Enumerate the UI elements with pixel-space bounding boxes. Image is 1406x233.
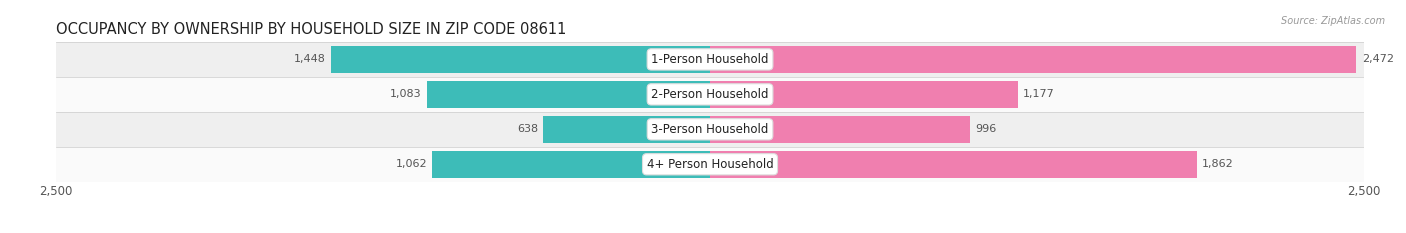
Bar — [432, 151, 710, 178]
Bar — [543, 116, 710, 143]
Text: 2,472: 2,472 — [1362, 55, 1393, 64]
Text: OCCUPANCY BY OWNERSHIP BY HOUSEHOLD SIZE IN ZIP CODE 08611: OCCUPANCY BY OWNERSHIP BY HOUSEHOLD SIZE… — [56, 22, 567, 37]
Bar — [56, 147, 1364, 182]
Bar — [56, 42, 1364, 77]
Text: 996: 996 — [976, 124, 997, 134]
Text: 1-Person Household: 1-Person Household — [651, 53, 769, 66]
Bar — [710, 46, 1357, 73]
Text: Source: ZipAtlas.com: Source: ZipAtlas.com — [1281, 16, 1385, 26]
Text: 638: 638 — [517, 124, 538, 134]
Bar — [56, 77, 1364, 112]
Text: 2-Person Household: 2-Person Household — [651, 88, 769, 101]
Text: 1,083: 1,083 — [389, 89, 422, 99]
Text: 4+ Person Household: 4+ Person Household — [647, 158, 773, 171]
Bar — [710, 151, 1197, 178]
Text: 1,177: 1,177 — [1024, 89, 1054, 99]
Text: 3-Person Household: 3-Person Household — [651, 123, 769, 136]
Bar — [427, 81, 710, 108]
Text: 1,062: 1,062 — [395, 159, 427, 169]
Text: 1,862: 1,862 — [1202, 159, 1234, 169]
Text: 1,448: 1,448 — [294, 55, 326, 64]
Bar — [332, 46, 710, 73]
Bar — [710, 116, 970, 143]
Bar — [56, 112, 1364, 147]
Bar — [710, 81, 1018, 108]
